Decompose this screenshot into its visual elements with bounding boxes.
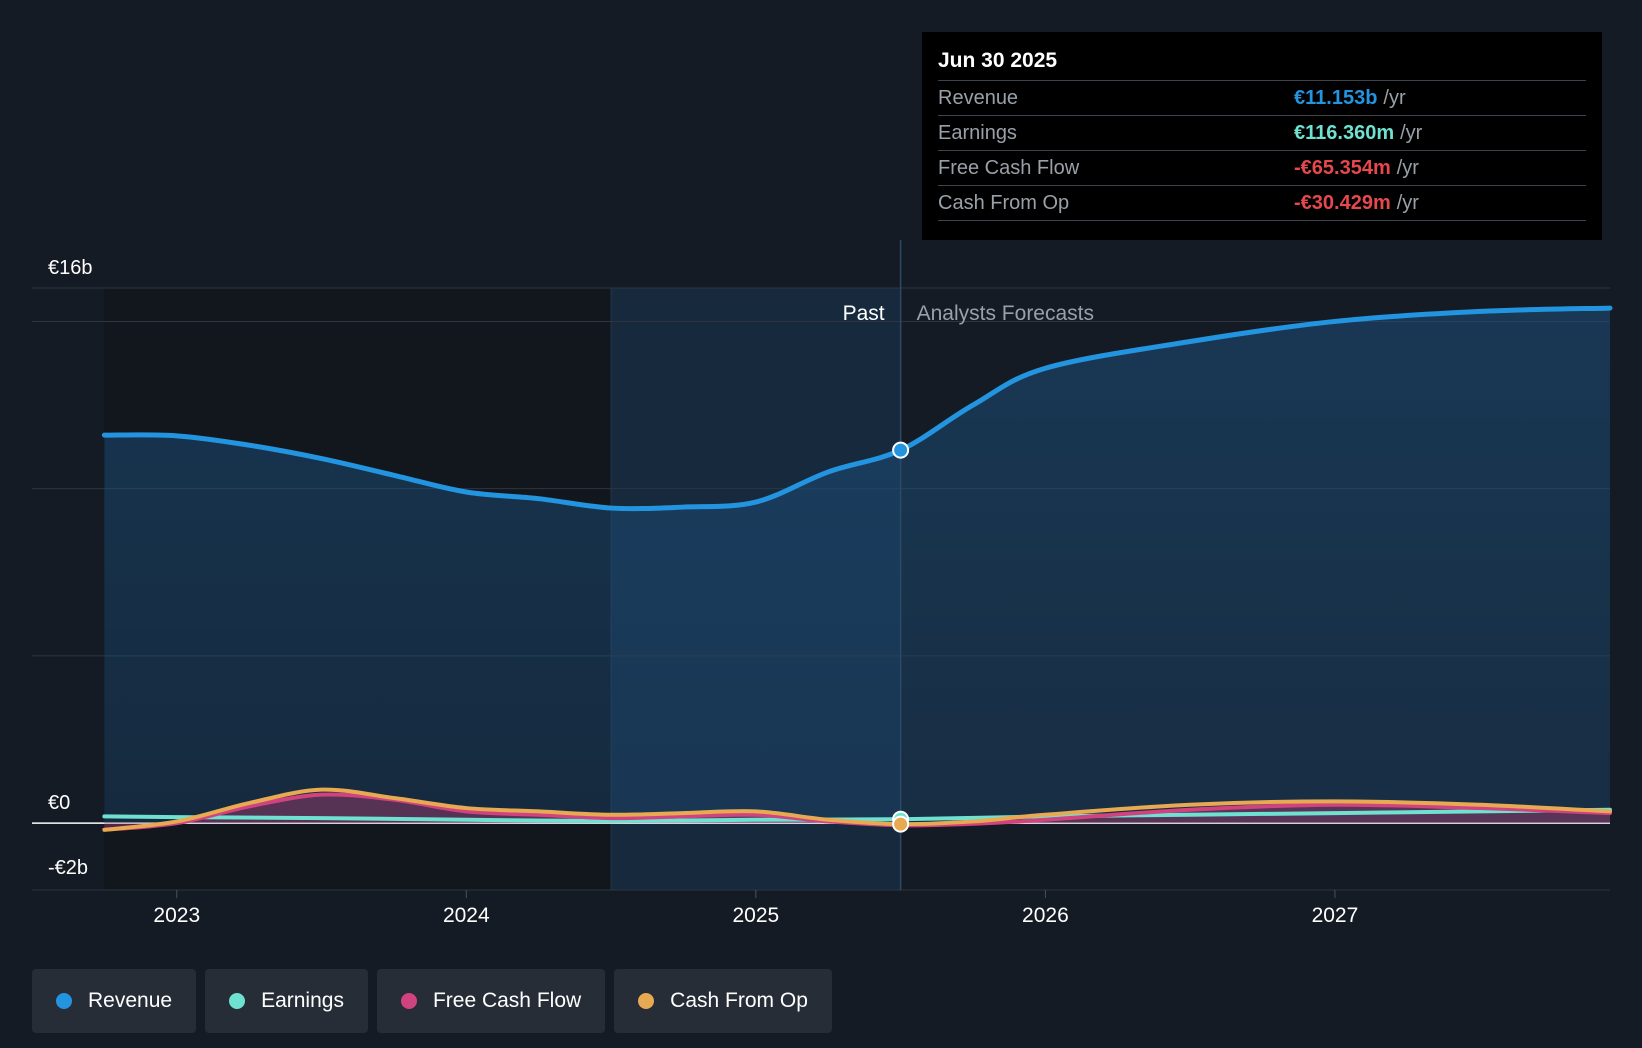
legend-item-earnings[interactable]: Earnings — [205, 969, 368, 1033]
legend-item-cash-from-op[interactable]: Cash From Op — [614, 969, 832, 1033]
revenue-marker — [892, 441, 910, 459]
revenue-area — [104, 308, 1610, 824]
tooltip-row-free-cash-flow: Free Cash Flow -€65.354m /yr — [938, 150, 1586, 185]
x-tick-label: 2024 — [443, 904, 490, 927]
tooltip-label: Earnings — [938, 122, 1017, 144]
x-tick-label: 2026 — [1022, 904, 1069, 927]
legend-dot-icon — [638, 993, 655, 1009]
legend-dot-icon — [56, 993, 72, 1009]
tooltip-row-cash-from-op: Cash From Op -€30.429m /yr — [938, 185, 1586, 221]
tooltip-unit: /yr — [1400, 122, 1423, 144]
tooltip-date: Jun 30 2025 — [938, 49, 1058, 72]
y-tick-label: €16b — [48, 257, 93, 279]
x-tick-label: 2027 — [1312, 904, 1359, 927]
tooltip-unit: /yr — [1383, 87, 1406, 109]
legend-label: Cash From Op — [670, 989, 808, 1012]
cash-from-op-line — [102, 787, 1612, 832]
y-tick-label: -€2b — [48, 857, 88, 879]
legend: Revenue Earnings Free Cash Flow Cash Fro… — [32, 969, 841, 1033]
x-tick-label: 2025 — [732, 904, 779, 927]
legend-item-free-cash-flow[interactable]: Free Cash Flow — [376, 969, 606, 1033]
tooltip-label: Revenue — [938, 87, 1019, 109]
tooltip-value: €11.153b — [1294, 87, 1378, 109]
tooltip-row-earnings: Earnings €116.360m /yr — [938, 115, 1586, 150]
tooltip-value: -€65.354m — [1294, 157, 1391, 179]
tooltip-row-revenue: Revenue €11.153b /yr — [938, 80, 1586, 115]
forecast-label: Analysts Forecasts — [917, 302, 1094, 325]
past-label: Past — [843, 302, 885, 325]
legend-label: Revenue — [88, 989, 173, 1012]
tooltip-label: Cash From Op — [938, 192, 1070, 214]
legend-dot-icon — [229, 993, 246, 1009]
tooltip: Jun 30 2025 Revenue €11.153b /yr Earning… — [922, 32, 1602, 240]
tooltip-unit: /yr — [1396, 192, 1419, 214]
free-cash-flow-line — [102, 792, 1612, 832]
tooltip-value: €116.360m — [1294, 122, 1395, 144]
tooltip-value: -€30.429m — [1294, 192, 1391, 214]
tooltip-label: Free Cash Flow — [938, 157, 1080, 179]
legend-label: Earnings — [261, 989, 344, 1012]
y-tick-label: €0 — [48, 792, 70, 814]
legend-label: Free Cash Flow — [432, 989, 582, 1012]
revenue-line — [101, 305, 1613, 512]
legend-item-revenue[interactable]: Revenue — [32, 969, 197, 1033]
legend-dot-icon — [400, 993, 417, 1009]
x-tick-label: 2023 — [153, 904, 200, 927]
tooltip-unit: /yr — [1396, 157, 1419, 179]
cash-from-op-marker — [892, 815, 910, 833]
